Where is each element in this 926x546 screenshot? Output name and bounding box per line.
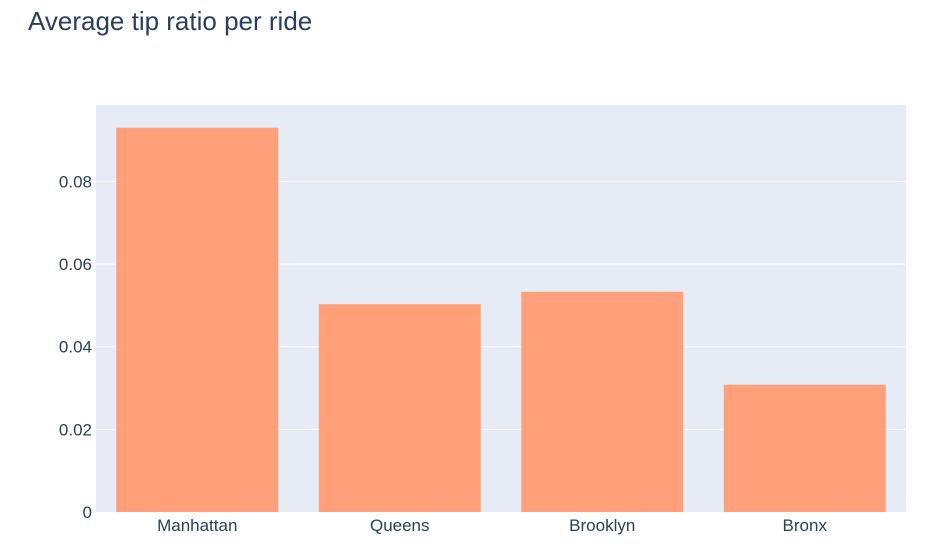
- bar-bronx: [723, 384, 886, 512]
- bar-manhattan: [116, 127, 279, 512]
- x-tick-label: Manhattan: [157, 516, 237, 535]
- chart-title: Average tip ratio per ride: [28, 6, 313, 36]
- x-tick-label: Brooklyn: [569, 516, 635, 535]
- y-tick-label: 0.06: [59, 255, 92, 274]
- y-tick-label: 0.08: [59, 172, 92, 191]
- y-axis-ticks: 0 0.02 0.04 0.06 0.08: [59, 172, 92, 522]
- y-tick-label: 0: [83, 503, 92, 522]
- x-axis-ticks: Manhattan Queens Brooklyn Bronx: [157, 516, 827, 535]
- x-tick-label: Bronx: [783, 516, 828, 535]
- x-tick-label: Queens: [370, 516, 430, 535]
- y-tick-label: 0.02: [59, 420, 92, 439]
- y-tick-label: 0.04: [59, 338, 92, 357]
- bar-queens: [318, 304, 481, 512]
- bars: [116, 127, 886, 512]
- bar-brooklyn: [521, 291, 684, 512]
